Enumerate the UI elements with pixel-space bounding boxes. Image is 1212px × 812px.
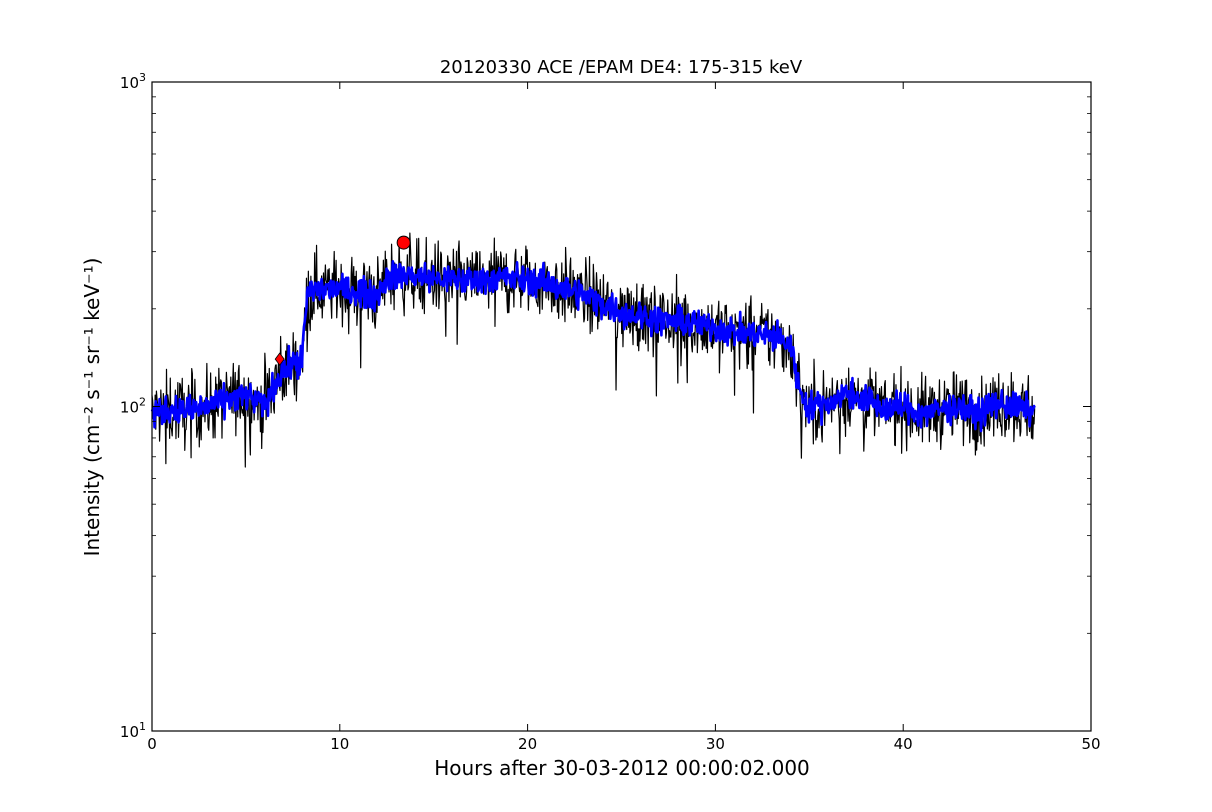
chart-title: 20120330 ACE /EPAM DE4: 175-315 keV bbox=[440, 57, 803, 78]
peak-marker bbox=[396, 235, 411, 250]
x-tick-label: 30 bbox=[706, 735, 725, 753]
x-tick-label: 10 bbox=[330, 735, 349, 753]
x-tick-label: 40 bbox=[894, 735, 913, 753]
x-axis: 0 10 20 30 40 50 bbox=[147, 82, 1101, 753]
series-line-smoothed bbox=[150, 259, 1036, 433]
y-tick-exponent: 3 bbox=[139, 71, 146, 84]
x-tick-label: 20 bbox=[518, 735, 537, 753]
x-tick-label: 50 bbox=[1081, 735, 1100, 753]
y-axis-label: Intensity (cm⁻² s⁻¹ sr⁻¹ keV⁻¹) bbox=[80, 258, 104, 557]
x-axis-label: Hours after 30-03-2012 00:00:02.000 bbox=[434, 756, 810, 780]
y-tick-exponent: 2 bbox=[139, 396, 146, 409]
plot-content bbox=[150, 232, 1036, 468]
x-tick-label: 0 bbox=[147, 735, 157, 753]
y-tick-exponent: 1 bbox=[139, 720, 146, 733]
onset-marker bbox=[274, 352, 285, 366]
